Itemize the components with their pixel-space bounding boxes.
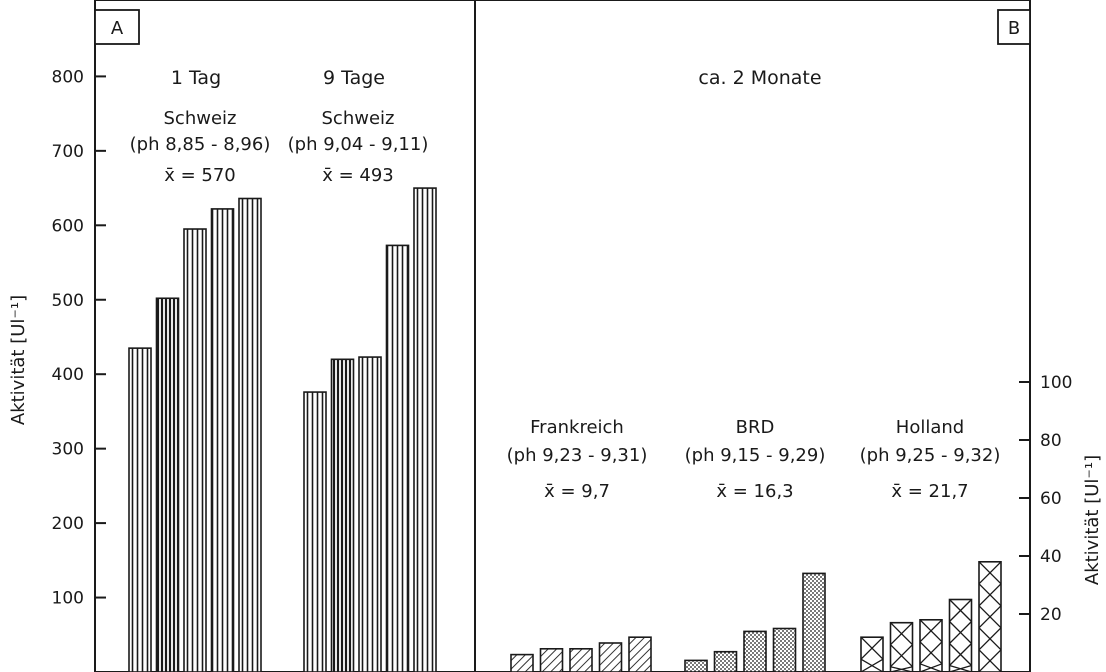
bar [684, 659, 708, 672]
y-axis-right: 20 40 60 80 100 [1019, 373, 1072, 625]
group-country: Frankreich [530, 417, 624, 438]
group-mean: x̄ = 9,7 [544, 481, 610, 502]
y-tick-label-left: 500 [52, 291, 84, 311]
panel-b-bars [510, 560, 1002, 672]
y-tick-label-right: 80 [1040, 431, 1062, 451]
group-mean: x̄ = 21,7 [891, 481, 968, 502]
group-country: BRD [736, 417, 775, 438]
y-tick-label-right: 100 [1040, 373, 1072, 393]
y-tick-label-left: 600 [52, 216, 84, 236]
bar [128, 347, 152, 672]
group-mean: x̄ = 16,3 [716, 481, 793, 502]
bar [539, 647, 564, 672]
bar [743, 630, 767, 672]
y-tick-label-right: 20 [1040, 605, 1062, 625]
y-tick-label-left: 200 [52, 514, 84, 534]
group-ph-range: (ph 9,15 - 9,29) [685, 445, 826, 466]
bar-hatch [860, 636, 884, 660]
bar [772, 627, 797, 672]
bar [238, 197, 262, 672]
group-title: 1 Tag [171, 67, 221, 89]
group-country: Holland [896, 417, 964, 438]
bar [183, 228, 207, 672]
bar-hatch [978, 583, 1002, 607]
bar-hatch [949, 664, 972, 672]
y-tick-label-left: 100 [52, 589, 84, 609]
panel-b-frame [474, 0, 1031, 672]
y-tick-label-left: 400 [52, 365, 84, 385]
bar-hatch [890, 666, 913, 672]
bar [802, 572, 826, 672]
bar [713, 650, 738, 672]
group-title: 9 Tage [323, 67, 385, 89]
bar-hatch [890, 622, 913, 646]
bar [889, 621, 914, 672]
panel-a-letter-box [94, 9, 140, 45]
bar [860, 636, 884, 672]
bar-hatch [978, 605, 1002, 629]
y-tick-label-left: 800 [52, 67, 84, 87]
panel-a-bars [128, 187, 437, 672]
bar [358, 356, 382, 672]
y-axis-left: 100 200 300 400 500 600 700 800 [52, 67, 106, 609]
panel-a-letter: A [111, 18, 124, 39]
bar [385, 244, 410, 672]
group-country: Schweiz [322, 108, 395, 129]
bar-hatch [949, 643, 972, 666]
panel-b-title: ca. 2 Monate [698, 67, 821, 89]
bar-hatch [890, 644, 913, 668]
bar-hatch [919, 619, 943, 643]
group-mean: x̄ = 570 [164, 165, 236, 186]
bar-hatch [949, 621, 972, 644]
group-ph-range: (ph 9,23 - 9,31) [507, 445, 648, 466]
group-ph-range: (ph 9,04 - 9,11) [288, 134, 429, 155]
group-ph-range: (ph 9,25 - 9,32) [860, 445, 1001, 466]
bar [413, 187, 437, 672]
group-mean: x̄ = 493 [322, 165, 394, 186]
y-tick-label-right: 60 [1040, 489, 1062, 509]
y-tick-label-right: 40 [1040, 547, 1062, 567]
bar-hatch [860, 658, 884, 672]
bar [155, 297, 180, 672]
group-ph-range: (ph 8,85 - 8,96) [130, 134, 271, 155]
bar [628, 636, 652, 672]
y-tick-label-left: 700 [52, 142, 84, 162]
bar-hatch [978, 627, 1002, 651]
bar [210, 208, 235, 672]
bar-hatch [949, 599, 972, 622]
bar [330, 358, 355, 672]
bar-hatch [978, 649, 1002, 672]
bar-hatch [919, 641, 943, 665]
y-axis-title-right: Aktivität [Ul⁻¹] [1082, 455, 1103, 585]
panel-a-group-labels: 1 Tag Schweiz (ph 8,85 - 8,96) x̄ = 570 9 Ta… [130, 67, 429, 186]
bar [303, 391, 327, 672]
panel-b-letter-box [997, 9, 1031, 45]
bar [948, 598, 973, 672]
panel-b-group-labels: Frankreich (ph 9,23 - 9,31) x̄ = 9,7 BRD (ph… [507, 417, 1001, 502]
bar [569, 647, 593, 672]
y-axis-title-left: Aktivität [Ul⁻¹] [8, 295, 29, 425]
bar [598, 642, 623, 672]
group-country: Schweiz [164, 108, 237, 129]
panel-b-letter: B [1008, 18, 1020, 39]
bar [510, 653, 534, 672]
y-tick-label-left: 300 [52, 440, 84, 460]
bar-hatch [919, 663, 943, 672]
bar-hatch [978, 561, 1002, 585]
